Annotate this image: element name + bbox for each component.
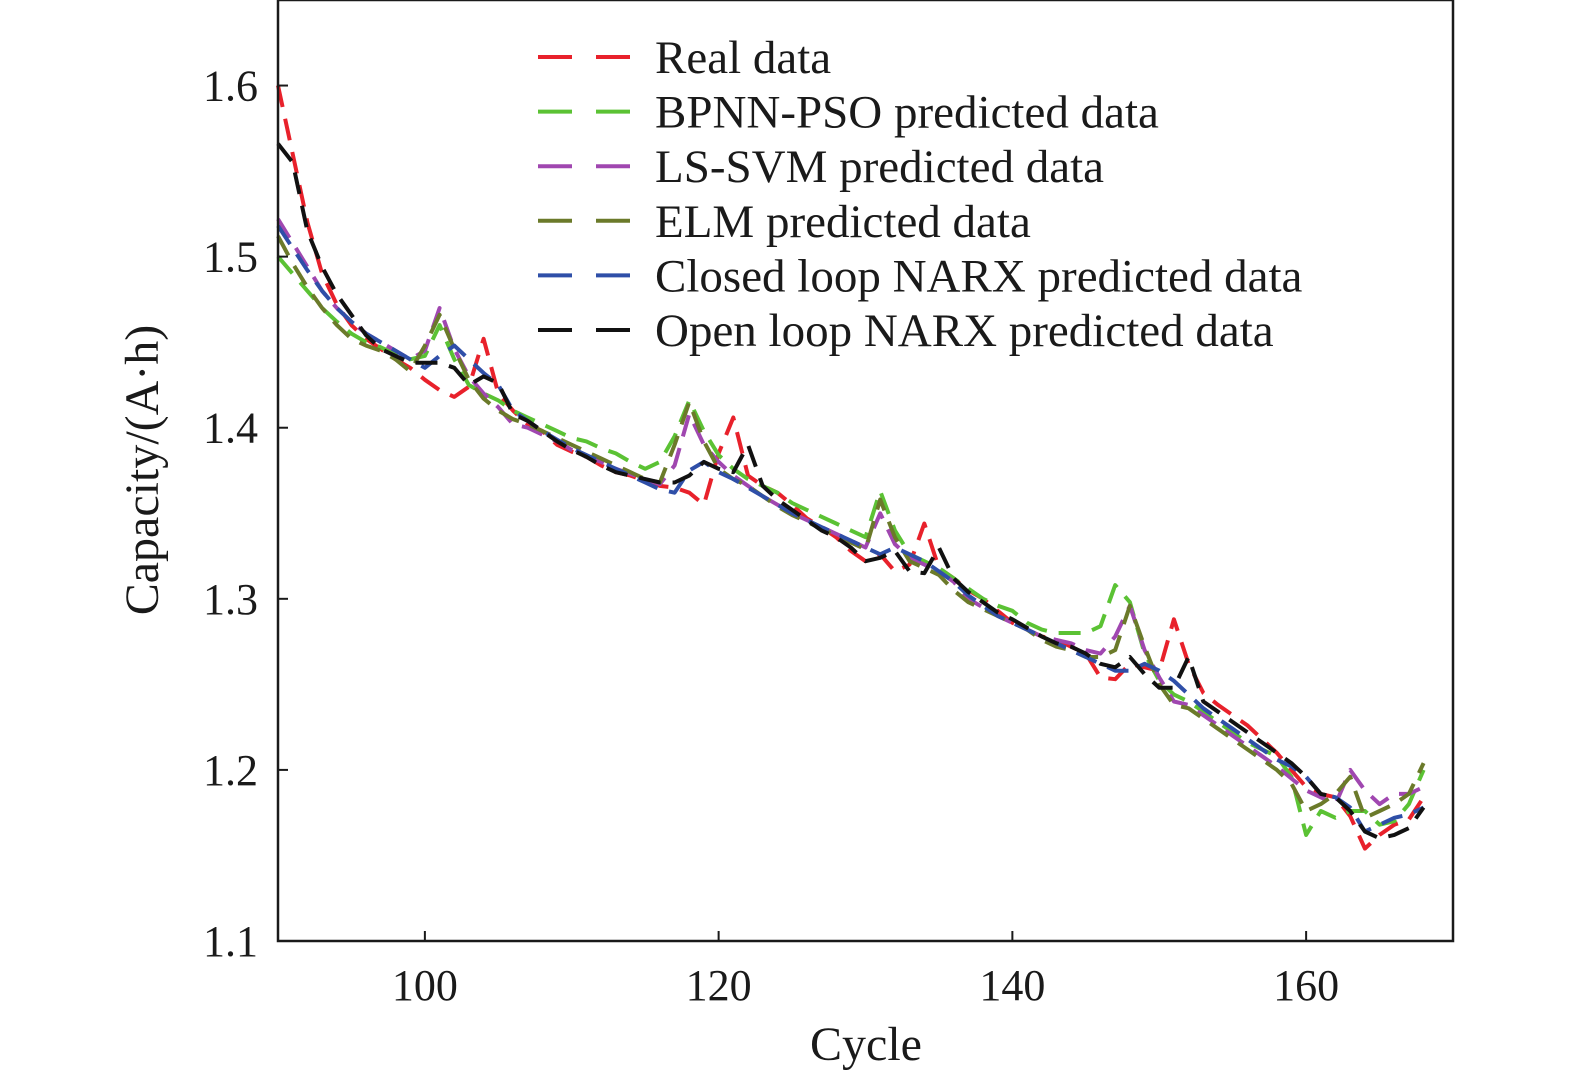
y-tick-label: 1.5 — [203, 233, 258, 282]
series-line-6 — [276, 142, 1426, 841]
legend-item: Closed loop NARX predicted data — [538, 250, 1303, 302]
tick-layer: 100 120 140 160 1.1 1.2 1.3 1.4 1.5 1.6 — [203, 62, 1339, 1010]
series-line-5 — [276, 224, 1425, 834]
legend-item: LS-SVM predicted data — [538, 141, 1104, 193]
y-tick-label: 1.1 — [203, 917, 258, 966]
x-tick-label: 120 — [686, 961, 752, 1010]
y-tick-label: 1.2 — [203, 746, 258, 795]
legend-item: Open loop NARX predicted data — [538, 305, 1274, 357]
legend-label: Real data — [655, 32, 831, 84]
x-axis-title: Cycle — [810, 1018, 922, 1071]
legend-label: Open loop NARX predicted data — [655, 305, 1274, 357]
legend-item: BPNN-PSO predicted data — [538, 87, 1159, 139]
plot-frame — [276, 0, 1455, 943]
legend-item: Real data — [538, 32, 831, 84]
legend-label: ELM predicted data — [655, 196, 1031, 248]
legend-label: LS-SVM predicted data — [655, 141, 1104, 193]
x-tick-label: 160 — [1273, 961, 1339, 1010]
legend-label: BPNN-PSO predicted data — [655, 87, 1159, 139]
y-tick-label: 1.6 — [203, 62, 258, 111]
y-axis-title: Capacity/(A·h) — [116, 325, 169, 616]
series-line-2 — [276, 255, 1426, 837]
x-tick-label: 140 — [979, 961, 1045, 1010]
legend-item: ELM predicted data — [538, 196, 1031, 248]
series-layer — [276, 85, 1426, 851]
x-tick-label: 100 — [392, 961, 458, 1010]
y-tick-label: 1.3 — [203, 575, 258, 624]
series-line-3 — [276, 217, 1425, 807]
legend-label: Closed loop NARX predicted data — [655, 250, 1303, 302]
series-line-1 — [276, 85, 1426, 851]
y-tick-label: 1.4 — [203, 404, 258, 453]
